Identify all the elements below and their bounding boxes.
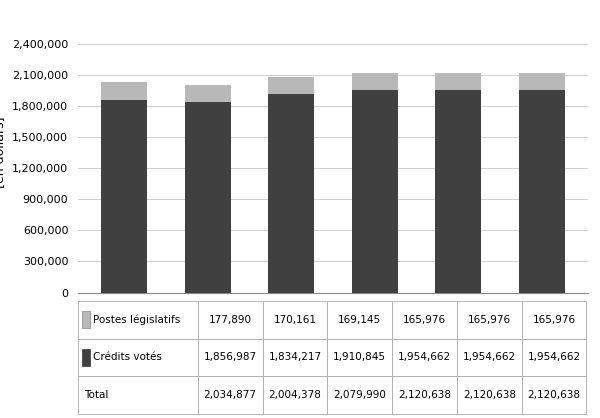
Bar: [392, 376, 457, 414]
Bar: [78, 376, 198, 414]
Bar: [268, 94, 314, 293]
Bar: [198, 376, 263, 414]
Bar: [436, 73, 481, 90]
Y-axis label: [en dollars]: [en dollars]: [0, 117, 7, 189]
Text: 2,120,638: 2,120,638: [527, 390, 581, 400]
Bar: [521, 376, 586, 414]
Bar: [519, 90, 565, 293]
Bar: [198, 339, 263, 376]
Bar: [82, 311, 90, 328]
Text: 1,954,662: 1,954,662: [398, 352, 451, 362]
Text: 165,976: 165,976: [403, 315, 446, 325]
Bar: [328, 301, 392, 339]
Text: 2,120,638: 2,120,638: [463, 390, 516, 400]
Bar: [78, 301, 198, 339]
Bar: [457, 301, 521, 339]
Bar: [198, 301, 263, 339]
Bar: [263, 301, 328, 339]
Bar: [521, 301, 586, 339]
Text: Postes législatifs: Postes législatifs: [93, 314, 180, 325]
Text: 1,910,845: 1,910,845: [333, 352, 386, 362]
Bar: [101, 100, 147, 293]
Text: 169,145: 169,145: [338, 315, 382, 325]
Bar: [185, 102, 230, 293]
Text: 177,890: 177,890: [209, 315, 252, 325]
Bar: [392, 301, 457, 339]
Bar: [101, 82, 147, 100]
Bar: [328, 376, 392, 414]
Bar: [263, 376, 328, 414]
Text: 1,856,987: 1,856,987: [203, 352, 257, 362]
Bar: [519, 73, 565, 90]
Bar: [521, 339, 586, 376]
Bar: [457, 376, 521, 414]
Text: 2,004,378: 2,004,378: [269, 390, 322, 400]
Text: 1,834,217: 1,834,217: [268, 352, 322, 362]
Text: 1,954,662: 1,954,662: [463, 352, 516, 362]
Bar: [263, 339, 328, 376]
Text: 2,120,638: 2,120,638: [398, 390, 451, 400]
Text: 2,034,877: 2,034,877: [204, 390, 257, 400]
Text: Crédits votés: Crédits votés: [93, 352, 162, 362]
Bar: [392, 339, 457, 376]
Bar: [352, 73, 398, 90]
Text: 2,079,990: 2,079,990: [334, 390, 386, 400]
Bar: [268, 77, 314, 94]
Bar: [78, 339, 198, 376]
Bar: [185, 85, 230, 102]
Text: 165,976: 165,976: [468, 315, 511, 325]
Text: 1,954,662: 1,954,662: [527, 352, 581, 362]
Bar: [436, 90, 481, 293]
Text: 170,161: 170,161: [274, 315, 317, 325]
Text: Total: Total: [84, 390, 109, 400]
Bar: [352, 90, 398, 293]
Bar: [82, 349, 90, 366]
Text: 165,976: 165,976: [533, 315, 575, 325]
Bar: [457, 339, 521, 376]
Bar: [328, 339, 392, 376]
